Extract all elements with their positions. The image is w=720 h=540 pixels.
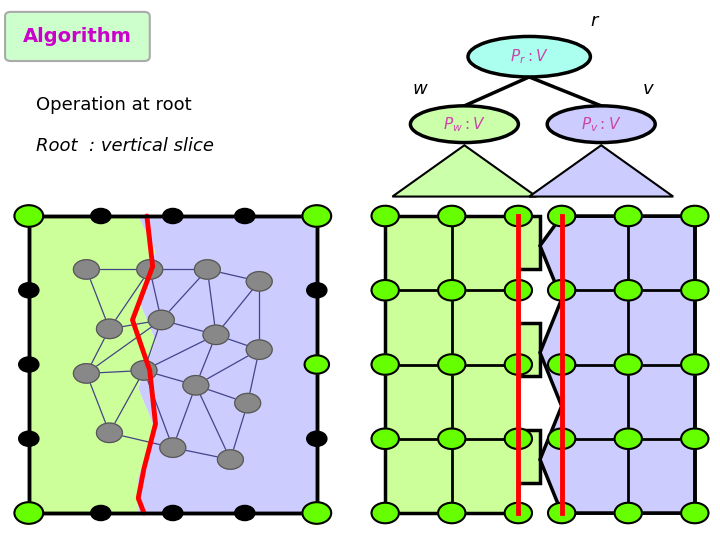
Circle shape (372, 280, 399, 300)
FancyBboxPatch shape (5, 12, 150, 61)
Text: $P_v : V$: $P_v : V$ (581, 115, 621, 133)
Circle shape (96, 423, 122, 443)
Polygon shape (29, 216, 156, 513)
Circle shape (160, 438, 186, 457)
Circle shape (203, 325, 229, 345)
Circle shape (681, 503, 708, 523)
Circle shape (131, 361, 157, 380)
Circle shape (217, 450, 243, 469)
Circle shape (246, 340, 272, 360)
Circle shape (615, 503, 642, 523)
Circle shape (137, 260, 163, 279)
Circle shape (163, 208, 183, 224)
Text: $w$: $w$ (412, 80, 428, 98)
Polygon shape (529, 145, 673, 197)
Polygon shape (385, 216, 540, 513)
Circle shape (548, 206, 575, 226)
Ellipse shape (547, 106, 655, 143)
Circle shape (302, 502, 331, 524)
Text: $P_r : V$: $P_r : V$ (510, 48, 549, 66)
Circle shape (91, 208, 111, 224)
Circle shape (183, 376, 209, 395)
Circle shape (302, 205, 331, 227)
Circle shape (14, 205, 43, 227)
Circle shape (372, 503, 399, 523)
Bar (29, 216, 317, 513)
Polygon shape (540, 216, 695, 513)
Circle shape (681, 280, 708, 300)
Circle shape (681, 206, 708, 226)
Ellipse shape (468, 36, 590, 77)
Circle shape (615, 206, 642, 226)
Circle shape (505, 354, 532, 375)
Bar (29, 216, 317, 513)
Circle shape (505, 503, 532, 523)
Circle shape (548, 280, 575, 300)
Text: $P_w : V$: $P_w : V$ (443, 115, 486, 133)
Polygon shape (392, 145, 536, 197)
Text: Operation at root: Operation at root (36, 96, 192, 114)
Circle shape (19, 431, 39, 446)
Circle shape (19, 283, 39, 298)
Circle shape (505, 429, 532, 449)
Circle shape (246, 272, 272, 291)
Circle shape (91, 505, 111, 521)
Circle shape (505, 280, 532, 300)
Circle shape (235, 208, 255, 224)
Circle shape (438, 206, 465, 226)
Circle shape (14, 502, 43, 524)
Circle shape (438, 280, 465, 300)
Circle shape (194, 260, 220, 279)
Circle shape (73, 364, 99, 383)
Circle shape (681, 429, 708, 449)
Circle shape (681, 354, 708, 375)
Text: Algorithm: Algorithm (23, 27, 132, 46)
Circle shape (548, 354, 575, 375)
Circle shape (548, 503, 575, 523)
Text: Root  : vertical slice: Root : vertical slice (36, 137, 214, 155)
Circle shape (548, 429, 575, 449)
Circle shape (235, 505, 255, 521)
Circle shape (148, 310, 174, 329)
Circle shape (96, 319, 122, 339)
Circle shape (73, 260, 99, 279)
Circle shape (438, 429, 465, 449)
Circle shape (307, 283, 327, 298)
Circle shape (438, 354, 465, 375)
Circle shape (372, 206, 399, 226)
Circle shape (372, 354, 399, 375)
Circle shape (305, 355, 329, 374)
Circle shape (372, 429, 399, 449)
Circle shape (19, 357, 39, 372)
Text: $r$: $r$ (590, 12, 600, 30)
Circle shape (163, 505, 183, 521)
Circle shape (438, 503, 465, 523)
Circle shape (307, 431, 327, 446)
Text: $v$: $v$ (642, 80, 655, 98)
Circle shape (505, 206, 532, 226)
Polygon shape (138, 216, 317, 513)
Circle shape (615, 429, 642, 449)
Circle shape (615, 280, 642, 300)
Circle shape (615, 354, 642, 375)
Circle shape (235, 393, 261, 413)
Ellipse shape (410, 106, 518, 143)
